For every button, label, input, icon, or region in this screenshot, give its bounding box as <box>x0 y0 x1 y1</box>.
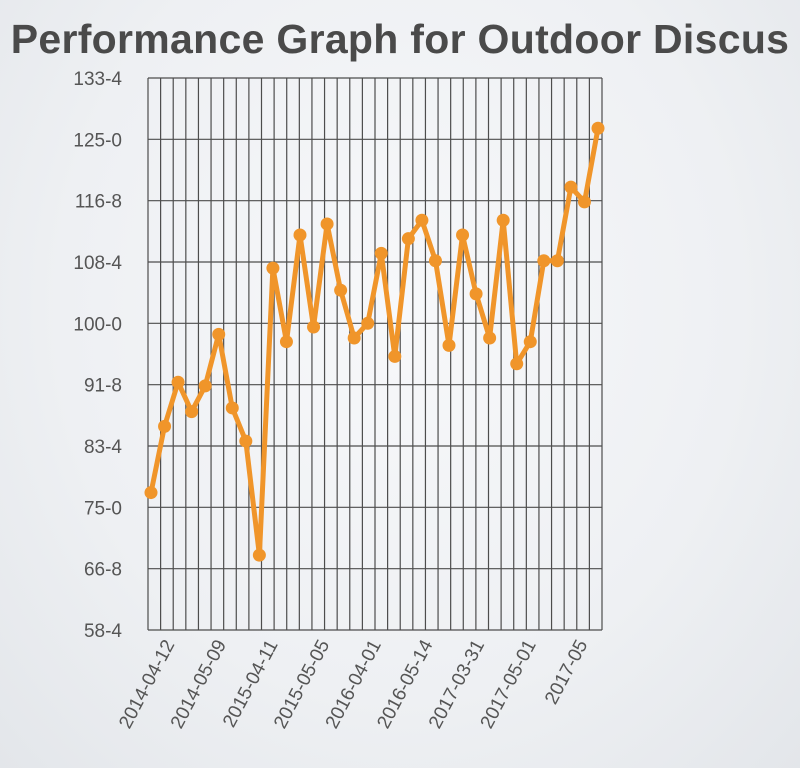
chart-title: Performance Graph for Outdoor Discus <box>10 16 790 62</box>
data-point <box>307 320 321 334</box>
data-point <box>158 419 172 433</box>
data-point <box>442 338 456 352</box>
y-tick-label: 100-0 <box>73 314 122 335</box>
data-point <box>225 401 239 415</box>
vertical-gridlines <box>147 78 603 630</box>
horizontal-gridlines <box>148 77 602 631</box>
series-line <box>148 125 601 558</box>
data-point <box>537 254 551 268</box>
data-point <box>401 232 415 246</box>
data-point <box>239 434 253 448</box>
data-point <box>347 331 361 345</box>
y-tick-label: 133-4 <box>73 69 122 90</box>
data-point <box>550 254 564 268</box>
y-tick-label: 125-0 <box>73 130 122 151</box>
y-tick-label: 58-4 <box>84 621 122 642</box>
data-point <box>428 254 442 268</box>
x-tick-label: 2017-05 <box>541 636 592 707</box>
data-point <box>374 246 388 260</box>
data-point <box>523 335 537 349</box>
data-point <box>388 349 402 363</box>
data-point <box>361 316 375 330</box>
y-tick-label: 91-8 <box>84 376 122 397</box>
y-tick-label: 83-4 <box>84 437 122 458</box>
data-point <box>279 335 293 349</box>
data-point <box>293 228 307 242</box>
data-point <box>334 283 348 297</box>
y-tick-label: 75-0 <box>84 498 122 519</box>
data-point <box>496 213 510 227</box>
data-point <box>198 379 212 393</box>
data-point <box>171 375 185 389</box>
y-tick-label: 66-8 <box>84 560 122 581</box>
data-point <box>185 405 199 419</box>
data-point <box>415 213 429 227</box>
data-point <box>144 486 158 500</box>
data-point <box>212 327 226 341</box>
y-tick-label: 108-4 <box>73 253 122 274</box>
data-point <box>320 217 334 231</box>
data-point <box>252 548 266 562</box>
data-point <box>456 228 470 242</box>
data-point <box>510 357 524 371</box>
data-point <box>483 331 497 345</box>
data-point <box>266 261 280 275</box>
y-tick-label: 116-8 <box>75 192 122 213</box>
data-point <box>591 121 605 135</box>
data-point <box>469 287 483 301</box>
data-point <box>564 180 578 194</box>
data-point <box>577 195 591 209</box>
